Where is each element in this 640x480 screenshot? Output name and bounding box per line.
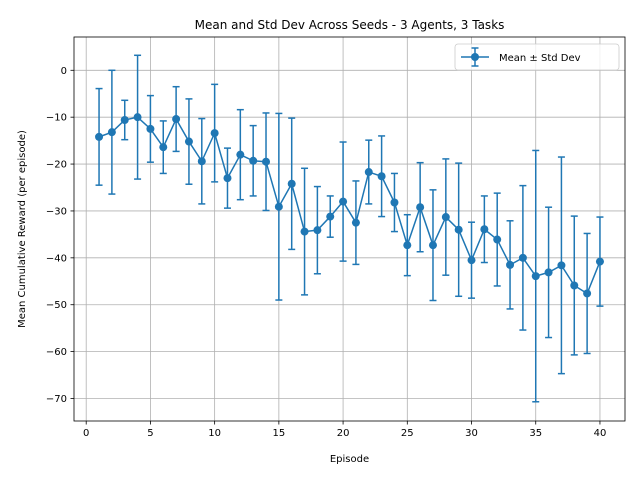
y-tick-label: −40 <box>46 253 67 264</box>
data-point <box>557 261 566 270</box>
data-point <box>249 156 258 165</box>
data-point <box>159 143 168 152</box>
y-tick-label: −10 <box>46 113 67 124</box>
y-tick-label: −70 <box>46 394 67 405</box>
data-point <box>480 225 489 234</box>
data-point <box>184 137 193 146</box>
data-point <box>531 272 540 281</box>
data-point <box>467 256 476 265</box>
data-point <box>107 128 116 137</box>
data-point <box>133 113 142 122</box>
x-tick-label: 5 <box>147 428 153 439</box>
data-point <box>236 150 245 159</box>
data-point <box>570 281 579 290</box>
data-point <box>428 241 437 250</box>
x-tick-label: 30 <box>465 428 478 439</box>
legend-box <box>454 43 620 71</box>
data-point <box>210 129 219 138</box>
data-point <box>223 174 232 183</box>
data-point <box>506 260 515 269</box>
data-point <box>493 235 502 244</box>
data-point <box>454 225 463 234</box>
data-point <box>287 179 296 188</box>
chart-title: Mean and Std Dev Across Seeds - 3 Agents… <box>195 18 505 32</box>
y-tick-label: −30 <box>46 206 67 217</box>
data-point <box>518 253 527 262</box>
data-point <box>403 241 412 250</box>
data-point <box>364 168 373 177</box>
x-tick-label: 15 <box>272 428 285 439</box>
data-point <box>544 268 553 277</box>
data-point <box>351 218 360 227</box>
x-tick-label: 35 <box>529 428 542 439</box>
data-point <box>583 289 592 298</box>
data-point <box>95 132 104 141</box>
data-point <box>326 212 335 221</box>
plot-frame <box>73 36 626 422</box>
y-axis-ticks: 0 −10 −20 −30 −40 −50 −60 −70 <box>46 66 74 405</box>
x-tick-label: 40 <box>594 428 607 439</box>
data-point <box>197 157 206 166</box>
data-point <box>262 157 271 166</box>
legend-label: Mean ± Std Dev <box>499 53 581 64</box>
data-point <box>377 172 386 181</box>
data-point <box>120 115 129 124</box>
grid <box>74 37 625 421</box>
x-tick-label: 0 <box>83 428 89 439</box>
x-tick-label: 10 <box>208 428 221 439</box>
data-point <box>274 202 283 211</box>
data-point <box>172 115 181 124</box>
series-line <box>98 116 601 295</box>
data-point <box>441 213 450 222</box>
data-point <box>416 203 425 212</box>
data-point <box>595 257 604 266</box>
series <box>95 54 604 403</box>
data-point <box>146 124 155 133</box>
data-point <box>300 227 309 236</box>
legend: Mean ± Std Dev <box>454 43 620 71</box>
x-tick-label: 25 <box>401 428 414 439</box>
data-point <box>390 198 399 207</box>
y-tick-label: 0 <box>61 66 67 77</box>
x-axis-ticks: 0 5 10 15 20 25 30 35 40 <box>83 421 606 439</box>
y-axis-label: Mean Cumulative Reward (per episode) <box>17 130 28 328</box>
legend-point-marker <box>471 53 479 61</box>
x-axis-label: Episode <box>330 454 369 465</box>
data-point <box>313 226 322 235</box>
y-tick-label: −60 <box>46 347 67 358</box>
x-tick-label: 20 <box>337 428 350 439</box>
y-tick-label: −50 <box>46 300 67 311</box>
data-point <box>339 197 348 206</box>
y-tick-label: −20 <box>46 160 67 171</box>
